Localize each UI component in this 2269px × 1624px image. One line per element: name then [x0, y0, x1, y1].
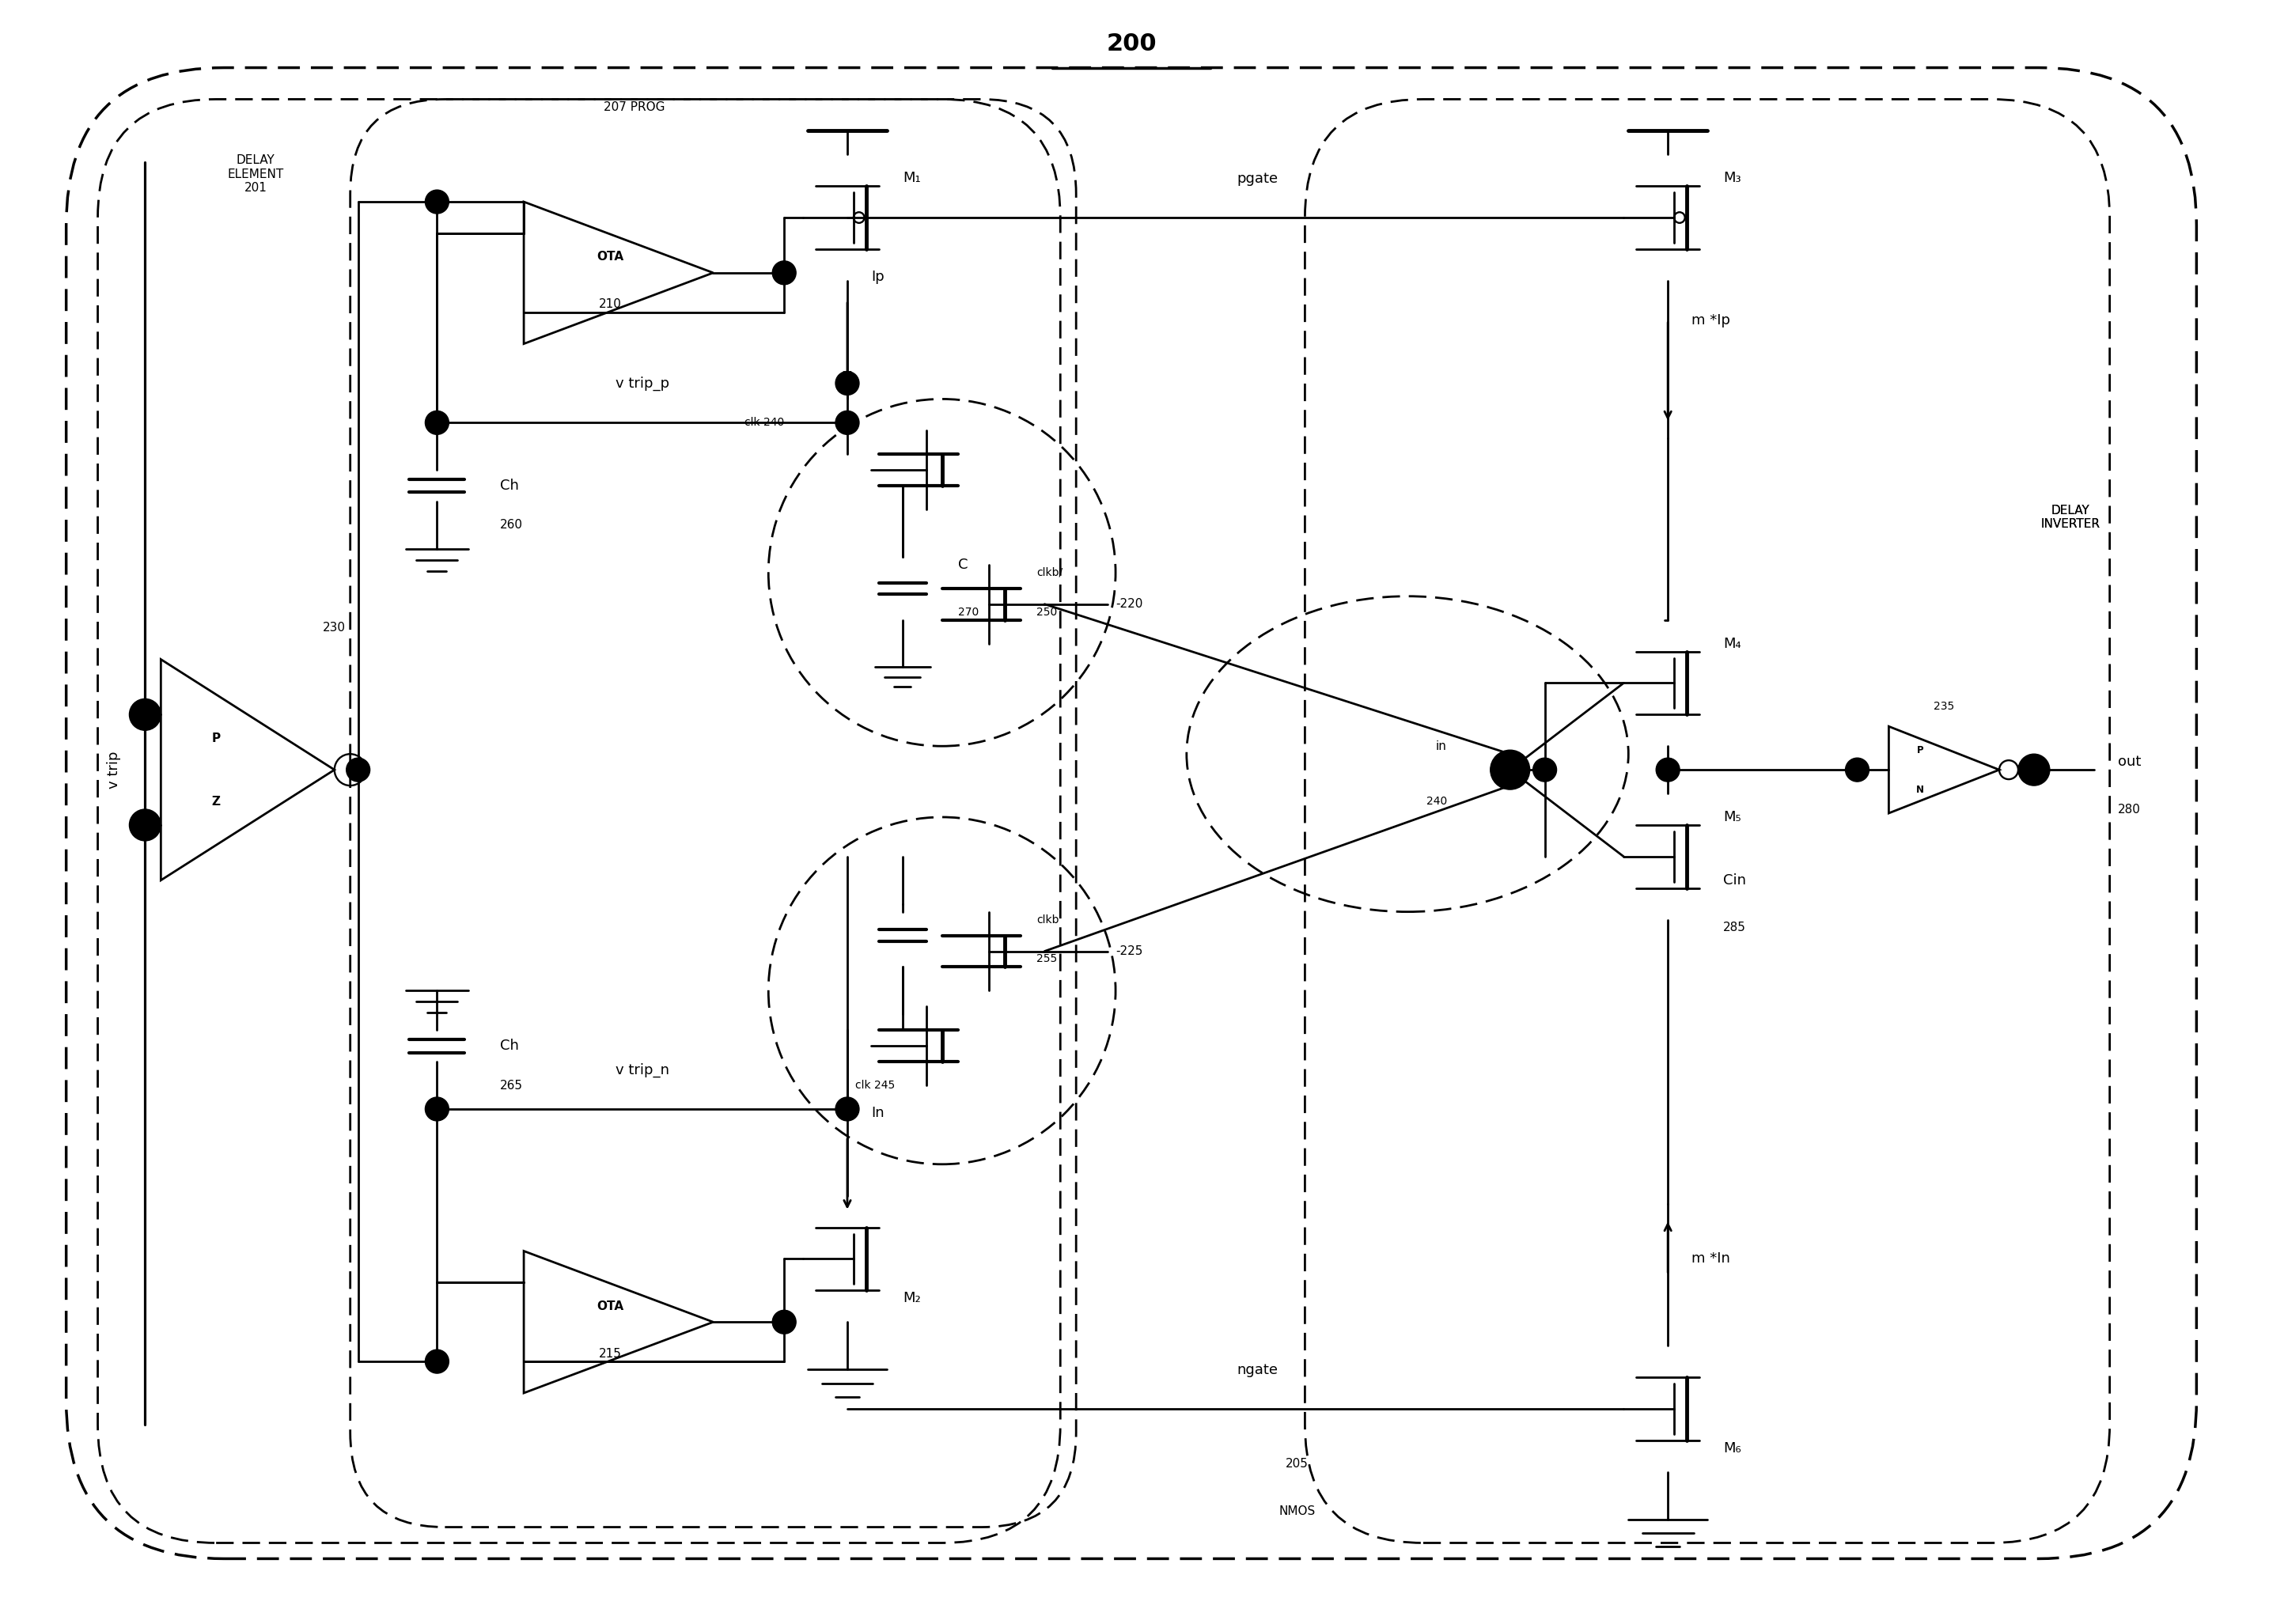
Text: -225: -225 — [1116, 945, 1144, 957]
Circle shape — [1656, 758, 1679, 781]
Circle shape — [424, 411, 449, 435]
Text: 235: 235 — [1933, 702, 1954, 713]
Text: 215: 215 — [599, 1348, 622, 1359]
Text: C: C — [958, 557, 967, 572]
Text: 265: 265 — [499, 1080, 524, 1091]
Circle shape — [2017, 754, 2049, 786]
Text: 240: 240 — [1427, 796, 1448, 807]
Text: 230: 230 — [322, 622, 345, 633]
Text: OTA: OTA — [597, 1301, 624, 1312]
Text: P: P — [211, 732, 220, 744]
Text: -220: -220 — [1116, 598, 1144, 611]
Text: Ch: Ch — [499, 479, 520, 494]
Text: v trip_n: v trip_n — [615, 1064, 669, 1077]
Circle shape — [771, 261, 796, 284]
Text: v trip_p: v trip_p — [615, 377, 669, 391]
Text: Ch: Ch — [499, 1039, 520, 1052]
Text: 210: 210 — [599, 299, 622, 310]
Text: m *In: m *In — [1690, 1252, 1731, 1267]
Circle shape — [347, 758, 370, 781]
Text: 255: 255 — [1037, 953, 1057, 965]
Circle shape — [771, 1311, 796, 1333]
Text: DELAY
INVERTER: DELAY INVERTER — [2040, 505, 2099, 529]
Text: Z: Z — [211, 796, 220, 807]
Text: clkb/: clkb/ — [1037, 567, 1062, 578]
Text: clk 240: clk 240 — [744, 417, 785, 429]
Circle shape — [835, 1098, 860, 1121]
Text: Ip: Ip — [871, 270, 885, 284]
Text: ngate: ngate — [1237, 1363, 1277, 1377]
Text: M₂: M₂ — [903, 1291, 921, 1306]
Circle shape — [835, 411, 860, 435]
Circle shape — [129, 698, 161, 731]
Text: Cin: Cin — [1722, 874, 1747, 887]
Text: in: in — [1436, 741, 1448, 752]
Text: 260: 260 — [499, 520, 524, 531]
Text: DELAY
ELEMENT
201: DELAY ELEMENT 201 — [227, 154, 284, 193]
Text: P: P — [1917, 745, 1924, 755]
Circle shape — [424, 190, 449, 214]
Text: 200: 200 — [1107, 32, 1157, 55]
Text: 270: 270 — [958, 606, 978, 617]
Text: M₆: M₆ — [1722, 1440, 1740, 1455]
Text: clkb: clkb — [1037, 914, 1060, 926]
Text: N: N — [1917, 784, 1924, 794]
Text: M₄: M₄ — [1722, 637, 1740, 651]
Text: 207 PROG: 207 PROG — [604, 101, 665, 114]
Text: M₁: M₁ — [903, 171, 921, 185]
Text: 205: 205 — [1287, 1458, 1309, 1470]
Text: 250: 250 — [1037, 606, 1057, 617]
Text: clk 245: clk 245 — [855, 1080, 894, 1091]
Text: v trip: v trip — [107, 750, 123, 789]
Text: pgate: pgate — [1237, 172, 1277, 187]
Text: In: In — [871, 1106, 885, 1121]
Circle shape — [1534, 758, 1557, 781]
Circle shape — [424, 1350, 449, 1374]
Text: m *Ip: m *Ip — [1690, 313, 1731, 328]
Circle shape — [424, 1098, 449, 1121]
Text: NMOS: NMOS — [1280, 1505, 1316, 1517]
Circle shape — [129, 809, 161, 841]
Circle shape — [1845, 758, 1870, 781]
Text: M₅: M₅ — [1722, 810, 1740, 825]
Circle shape — [835, 372, 860, 395]
Text: 285: 285 — [1722, 922, 1745, 934]
Text: out: out — [2117, 755, 2142, 770]
Circle shape — [1491, 750, 1529, 789]
Text: 280: 280 — [2117, 804, 2140, 815]
Text: DELAY
INVERTER: DELAY INVERTER — [2040, 505, 2099, 529]
Text: OTA: OTA — [597, 252, 624, 263]
Text: M₃: M₃ — [1722, 171, 1740, 185]
